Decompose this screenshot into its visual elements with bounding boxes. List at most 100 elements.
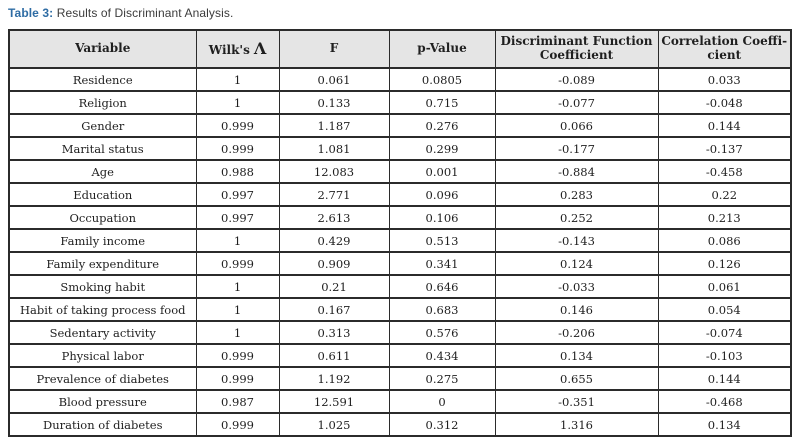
cell-correlation-coefficient: -0.103 xyxy=(657,343,792,368)
cell-wilks-lambda: 0.999 xyxy=(195,251,280,276)
cell-f: 0.133 xyxy=(278,90,390,115)
cell-p-value: 0.106 xyxy=(388,205,496,230)
cell-discriminant-function-coefficient: 0.283 xyxy=(494,182,659,207)
cell-variable: Habit of taking process food xyxy=(8,297,197,322)
cell-p-value: 0.341 xyxy=(388,251,496,276)
cell-variable: Blood pressure xyxy=(8,389,197,414)
cell-wilks-lambda: 0.999 xyxy=(195,343,280,368)
table-row: Smoking habit 1 0.21 0.646 -0.033 0.061 xyxy=(8,274,792,299)
table-row: Residence 1 0.061 0.0805 -0.089 0.033 xyxy=(8,67,792,92)
column-header-line: Discriminant Function xyxy=(500,34,653,49)
cell-discriminant-function-coefficient: -0.177 xyxy=(494,136,659,161)
column-header-wilks-lambda: Wilk's Λ xyxy=(195,29,280,69)
cell-correlation-coefficient: 0.134 xyxy=(657,412,792,437)
cell-f: 1.187 xyxy=(278,113,390,138)
cell-correlation-coefficient: -0.048 xyxy=(657,90,792,115)
cell-variable: Religion xyxy=(8,90,197,115)
cell-correlation-coefficient: -0.468 xyxy=(657,389,792,414)
cell-discriminant-function-coefficient: -0.077 xyxy=(494,90,659,115)
cell-variable: Prevalence of diabetes xyxy=(8,366,197,391)
column-header-line: cient xyxy=(707,48,742,62)
cell-variable: Marital status xyxy=(8,136,197,161)
cell-discriminant-function-coefficient: 0.252 xyxy=(494,205,659,230)
cell-discriminant-function-coefficient: 1.316 xyxy=(494,412,659,437)
cell-variable: Education xyxy=(8,182,197,207)
cell-variable: Family expenditure xyxy=(8,251,197,276)
column-header-discriminant-function-coefficient: Discriminant Function Coefficient xyxy=(494,29,659,69)
cell-variable: Smoking habit xyxy=(8,274,197,299)
table-row: Blood pressure 0.987 12.591 0 -0.351 -0.468 xyxy=(8,389,792,414)
table-row: Duration of diabetes 0.999 1.025 0.312 1.316… xyxy=(8,412,792,437)
column-header-line: Correlation Coeffi- xyxy=(661,34,788,49)
column-header-line: Wilk's xyxy=(208,42,250,57)
cell-discriminant-function-coefficient: 0.146 xyxy=(494,297,659,322)
cell-discriminant-function-coefficient: 0.134 xyxy=(494,343,659,368)
cell-variable: Gender xyxy=(8,113,197,138)
table-row: Age 0.988 12.083 0.001 -0.884 -0.458 xyxy=(8,159,792,184)
cell-correlation-coefficient: 0.086 xyxy=(657,228,792,253)
cell-correlation-coefficient: 0.054 xyxy=(657,297,792,322)
cell-f: 0.429 xyxy=(278,228,390,253)
table-body: Residence 1 0.061 0.0805 -0.089 0.033 Religion… xyxy=(8,67,792,437)
cell-wilks-lambda: 1 xyxy=(195,320,280,345)
cell-p-value: 0.312 xyxy=(388,412,496,437)
cell-discriminant-function-coefficient: -0.206 xyxy=(494,320,659,345)
cell-discriminant-function-coefficient: -0.351 xyxy=(494,389,659,414)
cell-p-value: 0.275 xyxy=(388,366,496,391)
cell-p-value: 0.434 xyxy=(388,343,496,368)
cell-wilks-lambda: 1 xyxy=(195,67,280,92)
column-header-line: Coefficient xyxy=(539,48,614,62)
cell-correlation-coefficient: 0.126 xyxy=(657,251,792,276)
cell-f: 0.313 xyxy=(278,320,390,345)
cell-p-value: 0.001 xyxy=(388,159,496,184)
cell-f: 0.909 xyxy=(278,251,390,276)
table-row: Habit of taking process food 1 0.167 0.683 0… xyxy=(8,297,792,322)
table-row: Marital status 0.999 1.081 0.299 -0.177 -0.13… xyxy=(8,136,792,161)
cell-correlation-coefficient: 0.144 xyxy=(657,366,792,391)
column-header-line: p-Value xyxy=(417,41,467,56)
table-row: Physical labor 0.999 0.611 0.434 0.134 -0.103 xyxy=(8,343,792,368)
cell-wilks-lambda: 1 xyxy=(195,297,280,322)
cell-f: 1.025 xyxy=(278,412,390,437)
table-caption-label: Table 3: xyxy=(8,6,54,20)
cell-f: 0.061 xyxy=(278,67,390,92)
cell-correlation-coefficient: 0.033 xyxy=(657,67,792,92)
cell-wilks-lambda: 0.988 xyxy=(195,159,280,184)
column-header-variable: Variable xyxy=(8,29,197,69)
cell-variable: Duration of diabetes xyxy=(8,412,197,437)
table-row: Gender 0.999 1.187 0.276 0.066 0.144 xyxy=(8,113,792,138)
cell-discriminant-function-coefficient: -0.143 xyxy=(494,228,659,253)
cell-correlation-coefficient: 0.22 xyxy=(657,182,792,207)
cell-discriminant-function-coefficient: -0.089 xyxy=(494,67,659,92)
cell-correlation-coefficient: -0.074 xyxy=(657,320,792,345)
table-row: Sedentary activity 1 0.313 0.576 -0.206 -0.07… xyxy=(8,320,792,345)
cell-f: 2.613 xyxy=(278,205,390,230)
cell-discriminant-function-coefficient: 0.066 xyxy=(494,113,659,138)
cell-variable: Occupation xyxy=(8,205,197,230)
cell-wilks-lambda: 1 xyxy=(195,90,280,115)
table-caption-text: Results of Discriminant Analysis. xyxy=(53,6,234,20)
table-row: Family expenditure 0.999 0.909 0.341 0.124 0.… xyxy=(8,251,792,276)
cell-f: 1.081 xyxy=(278,136,390,161)
cell-correlation-coefficient: 0.061 xyxy=(657,274,792,299)
column-header-f: F xyxy=(278,29,390,69)
cell-f: 0.611 xyxy=(278,343,390,368)
cell-correlation-coefficient: -0.137 xyxy=(657,136,792,161)
cell-variable: Physical labor xyxy=(8,343,197,368)
cell-p-value: 0.0805 xyxy=(388,67,496,92)
lambda-symbol: Λ xyxy=(253,38,267,58)
cell-wilks-lambda: 0.999 xyxy=(195,113,280,138)
column-header-line: Variable xyxy=(75,41,131,56)
cell-wilks-lambda: 0.997 xyxy=(195,205,280,230)
cell-p-value: 0 xyxy=(388,389,496,414)
cell-p-value: 0.096 xyxy=(388,182,496,207)
cell-variable: Residence xyxy=(8,67,197,92)
cell-f: 2.771 xyxy=(278,182,390,207)
cell-correlation-coefficient: 0.144 xyxy=(657,113,792,138)
cell-wilks-lambda: 1 xyxy=(195,228,280,253)
cell-p-value: 0.715 xyxy=(388,90,496,115)
